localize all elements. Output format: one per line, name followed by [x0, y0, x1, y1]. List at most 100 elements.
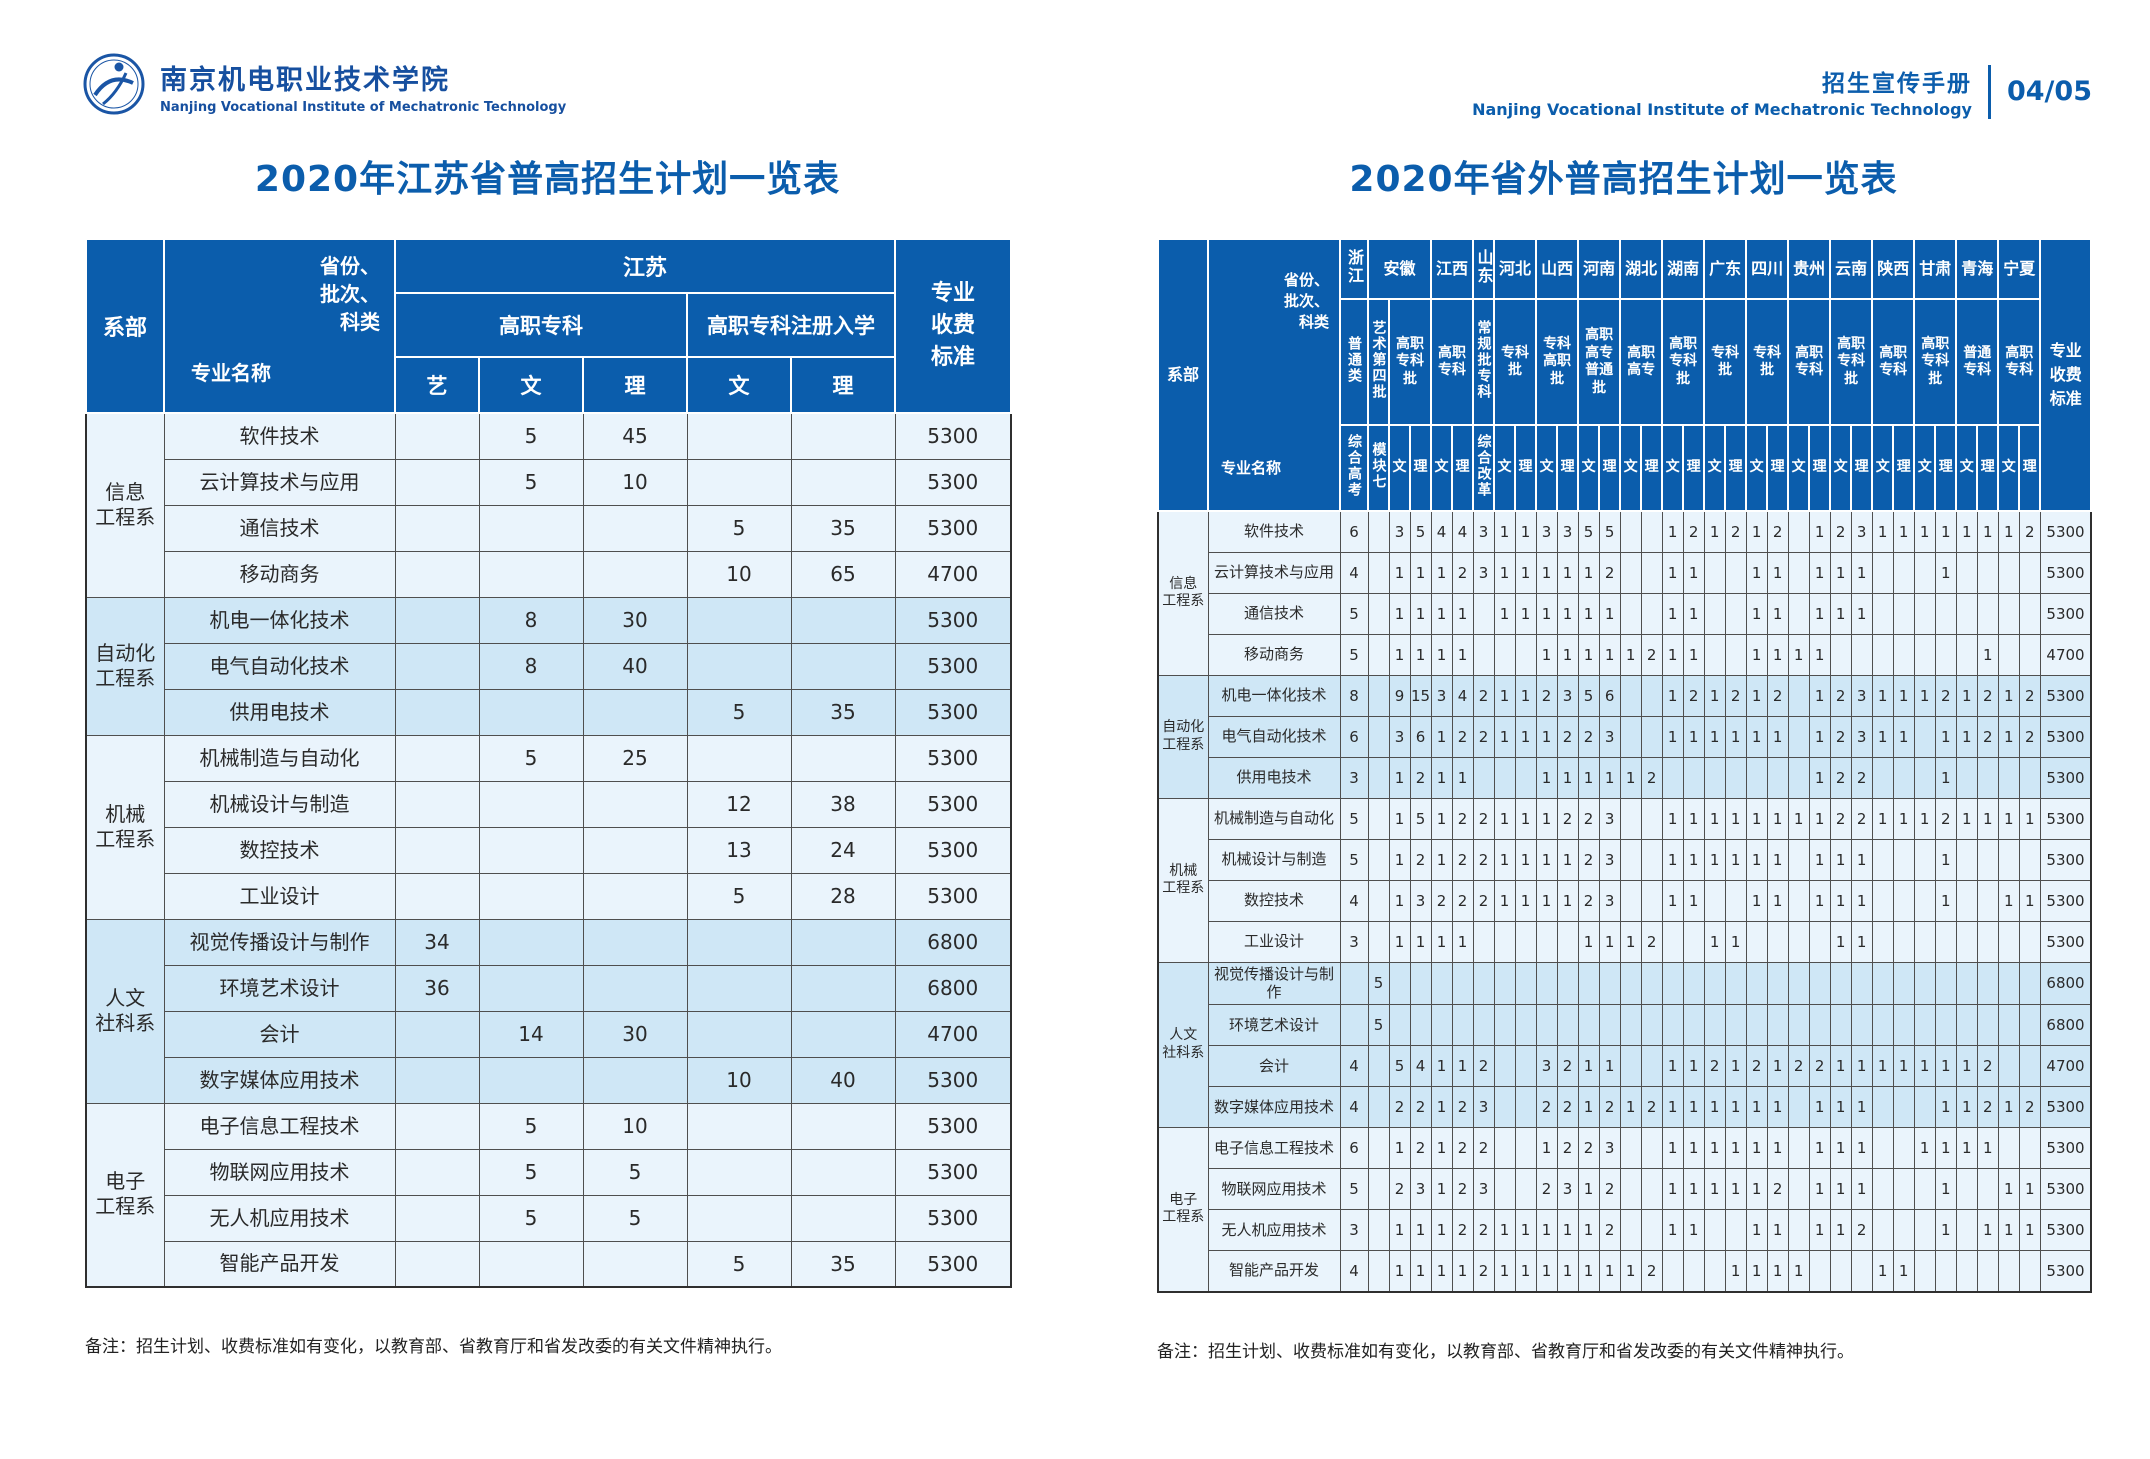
corner-bottom-label: 专业名称 — [191, 361, 271, 385]
plan-value-cell: 1 — [2018, 1209, 2041, 1251]
major-cell: 供用电技术 — [1207, 756, 1341, 799]
plan-value-cell — [1892, 838, 1915, 881]
plan-value-cell — [1808, 920, 1831, 963]
cell-label: 艺术第四批 — [1370, 320, 1387, 400]
plan-value-cell: 1 — [1745, 510, 1768, 553]
plan-value-cell: 30 — [582, 1010, 688, 1058]
plan-value-cell: 1 — [1493, 838, 1516, 881]
plan-value-cell — [478, 918, 584, 966]
plan-value-cell: 1 — [1766, 551, 1789, 594]
plan-value-cell: 2 — [1388, 1168, 1411, 1210]
plan-value-cell — [1787, 715, 1810, 758]
plan-value-cell: 2 — [1451, 838, 1474, 881]
cell-label: 云计算技术与应用 — [199, 469, 360, 494]
plan-value-cell: 3 — [1850, 674, 1873, 717]
plan-value-cell — [1955, 879, 1978, 922]
batch-header: 普通类 — [1339, 298, 1369, 426]
plan-value-cell — [1514, 1004, 1537, 1046]
table-row: 物联网应用技术 5 2 3 1 2 3 2 3 1 2 1 1 1 1 1 2 1 1 1 1 1 1 5300 — [1158, 1168, 2092, 1210]
plan-value-cell — [1619, 715, 1642, 758]
plan-value-cell — [686, 964, 792, 1012]
cell-label: 通信技术 — [1243, 604, 1304, 623]
fee-cell: 4700 — [2039, 1045, 2092, 1087]
plan-value-cell — [1367, 551, 1390, 594]
subject-header: 文 — [1619, 424, 1643, 512]
major-cell: 视觉传播设计与制作 — [163, 918, 396, 966]
fee-cell: 5300 — [2039, 1086, 2092, 1128]
plan-value-cell — [478, 780, 584, 828]
plan-value-cell: 1 — [1514, 797, 1537, 840]
plan-value-cell — [1724, 756, 1747, 799]
cell-label: 理 — [2022, 459, 2037, 476]
plan-value-cell — [686, 1194, 792, 1242]
cell-label: 理 — [1854, 459, 1869, 476]
cell-label: 文 — [1434, 459, 1449, 476]
subject-header: 文 — [1577, 424, 1601, 512]
plan-value-cell: 1 — [1808, 592, 1831, 635]
plan-value-cell: 2 — [1577, 838, 1600, 881]
plan-value-cell: 3 — [1850, 510, 1873, 553]
plan-value-cell: 2 — [1409, 756, 1432, 799]
plan-value-cell: 1 — [1976, 1209, 1999, 1251]
fee-cell: 5300 — [2039, 920, 2092, 963]
plan-value-cell: 2 — [2018, 510, 2041, 553]
cell-label: 文 — [1749, 459, 1764, 476]
major-cell: 环境艺术设计 — [1207, 1004, 1341, 1046]
plan-value-cell: 1 — [1829, 838, 1852, 881]
plan-value-cell: 1 — [1598, 1045, 1621, 1087]
plan-value-cell: 6 — [1409, 715, 1432, 758]
plan-value-cell: 1 — [1934, 756, 1957, 799]
plan-value-cell — [1367, 1086, 1390, 1128]
cell-label: 自动化 工程系 — [95, 640, 156, 690]
province-header: 四川 — [1745, 238, 1790, 300]
table-row: 无人机应用技术 5 5 5300 — [86, 1194, 1012, 1242]
plan-value-cell: 1 — [1682, 633, 1705, 676]
fee-cell: 6800 — [894, 918, 1012, 966]
major-cell: 工业设计 — [163, 872, 396, 920]
table-row: 移动商务 5 1 1 1 1 1 1 1 1 1 2 1 1 1 1 1 1 1 4700 — [1158, 633, 2092, 676]
plan-value-cell: 2 — [1724, 510, 1747, 553]
cell-label: 理 — [1560, 459, 1575, 476]
plan-value-cell: 1 — [1955, 715, 1978, 758]
plan-value-cell — [1703, 1209, 1726, 1251]
cell-label: 甘肃 — [1919, 259, 1952, 278]
plan-value-cell: 1 — [1724, 920, 1747, 963]
plan-value-cell: 36 — [394, 964, 480, 1012]
plan-value-cell: 1 — [1871, 797, 1894, 840]
plan-value-cell — [1703, 1250, 1726, 1292]
plan-value-cell — [1640, 1004, 1663, 1046]
plan-value-cell — [1388, 1004, 1411, 1046]
plan-value-cell: 2 — [1829, 797, 1852, 840]
plan-value-cell: 3 — [1409, 879, 1432, 922]
plan-value-cell — [1787, 592, 1810, 635]
cell-label: 数控技术 — [239, 837, 320, 862]
plan-value-cell: 1 — [1703, 838, 1726, 881]
plan-value-cell — [1367, 1127, 1390, 1169]
plan-value-cell: 1 — [1850, 879, 1873, 922]
plan-value-cell: 1 — [1829, 1127, 1852, 1169]
plan-value-cell: 1 — [1661, 715, 1684, 758]
plan-value-cell: 1 — [1808, 838, 1831, 881]
batch-header: 高职 专科 — [1787, 298, 1832, 426]
plan-value-cell — [1787, 1127, 1810, 1169]
cell-label: 机电一体化技术 — [1221, 686, 1327, 705]
cell-label: 机械 工程系 — [1162, 862, 1205, 897]
table-row: 自动化 工程系 机电一体化技术 8 9 15 3 4 2 1 1 2 3 5 6 1 2 1 2 1 2 1 2 3 1 1 1 2… — [1157, 674, 2092, 799]
plan-value-cell — [790, 596, 896, 644]
plan-value-cell: 2 — [1472, 1127, 1495, 1169]
plan-value-cell: 1 — [1430, 715, 1453, 758]
cell-label: 工业设计 — [239, 883, 320, 908]
plan-value-cell: 5 — [1577, 674, 1600, 717]
plan-value-cell: 1 — [1430, 1168, 1453, 1210]
batch-header: 高职 专科 — [1871, 298, 1916, 426]
major-cell: 会计 — [1207, 1045, 1341, 1087]
fee-cell: 5300 — [894, 1102, 1012, 1150]
cell-label: 理 — [1644, 459, 1659, 476]
province-header: 河北 — [1493, 238, 1538, 300]
plan-value-cell: 2 — [1682, 510, 1705, 553]
plan-value-cell: 1 — [1514, 838, 1537, 881]
cell-label: 湖北 — [1625, 259, 1658, 278]
major-cell: 电气自动化技术 — [1207, 715, 1341, 758]
plan-value-cell — [1493, 1127, 1516, 1169]
plan-value-cell: 2 — [1535, 674, 1558, 717]
